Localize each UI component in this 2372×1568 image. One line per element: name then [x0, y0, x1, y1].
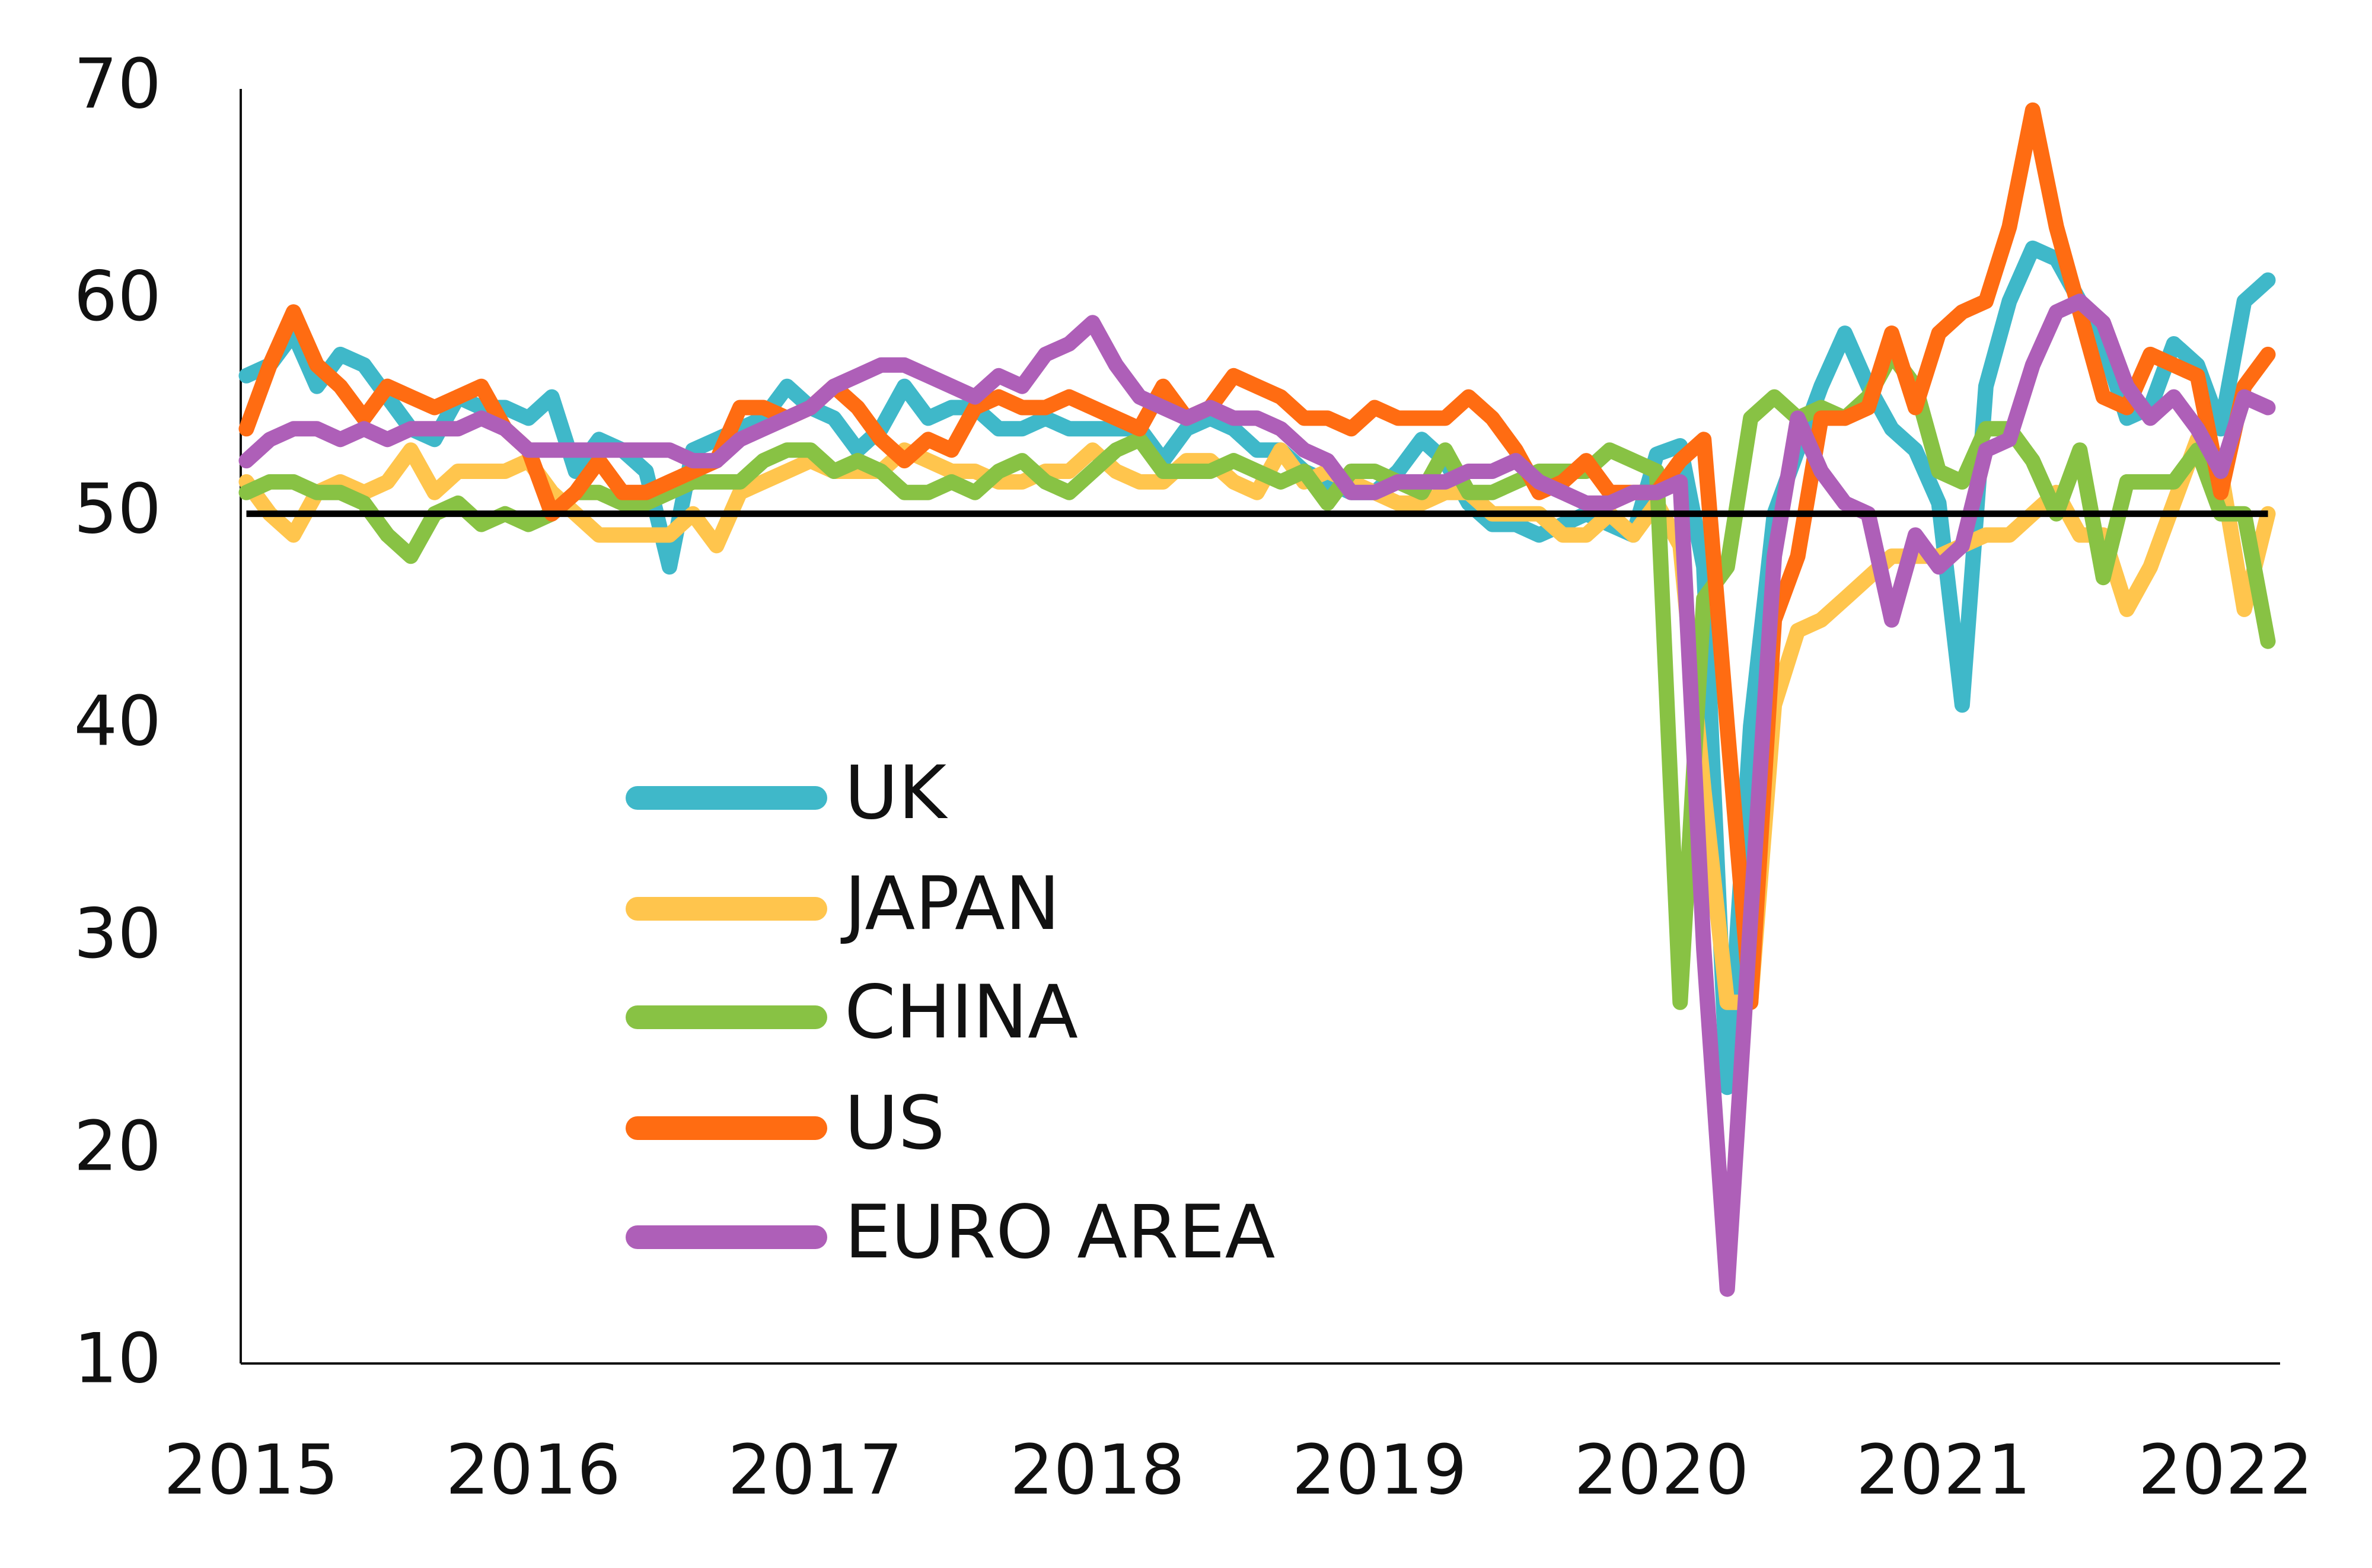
series-line	[238, 240, 2276, 1096]
legend-label: CHINA	[844, 970, 1078, 1055]
y-tick-label: 30	[74, 894, 161, 974]
x-tick-label: 2018	[1010, 1430, 1185, 1510]
legend-label: EURO AREA	[844, 1190, 1275, 1275]
x-tick-label: 2016	[446, 1430, 621, 1510]
series-line	[238, 102, 2276, 1010]
legend-label: UK	[844, 751, 948, 836]
legend-label: US	[844, 1081, 945, 1166]
y-tick-label: 50	[74, 469, 161, 549]
y-tick-label: 70	[74, 44, 161, 124]
y-tick-label: 40	[74, 682, 161, 762]
legend-label: JAPAN	[840, 861, 1060, 947]
x-tick-label: 2017	[728, 1430, 903, 1510]
y-tick-label: 10	[74, 1319, 161, 1399]
x-tick-label: 2022	[2138, 1430, 2313, 1510]
x-tick-label: 2020	[1574, 1430, 1749, 1510]
series-line	[238, 293, 2276, 1297]
x-tick-label: 2019	[1292, 1430, 1467, 1510]
y-tick-label: 20	[74, 1106, 161, 1186]
x-tick-label: 2015	[164, 1430, 339, 1510]
x-tick-label: 2021	[1856, 1430, 2031, 1510]
y-tick-label: 60	[74, 257, 161, 337]
